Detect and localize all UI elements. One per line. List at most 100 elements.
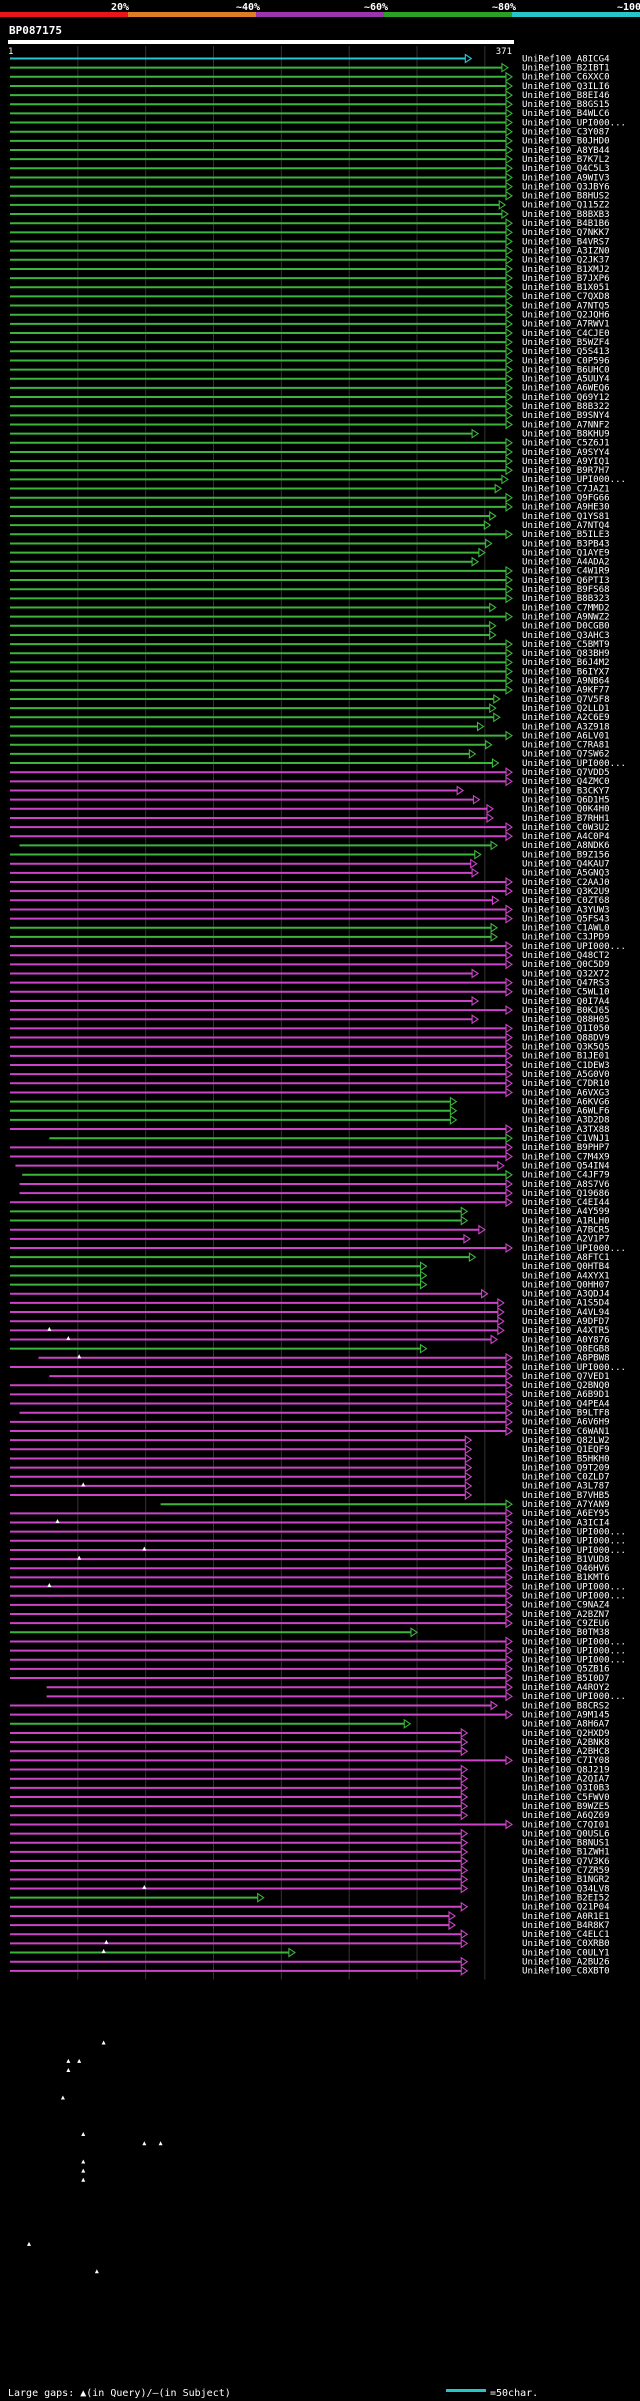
hit-row[interactable]: UniRef100_A4ADA2	[10, 556, 610, 568]
hit-label[interactable]: UniRef100_B7RHH1	[522, 814, 610, 824]
hit-row[interactable]: UniRef100_A6B9D1	[10, 1389, 610, 1400]
hit-label[interactable]: UniRef100_C5BMT9	[522, 640, 610, 650]
hit-row[interactable]: UniRef100_B1ZWH1	[10, 1846, 610, 1858]
hit-row[interactable]: UniRef100_C4ELC1	[10, 1929, 610, 1940]
hit-label[interactable]: UniRef100_B8B323	[522, 594, 610, 604]
hit-label[interactable]: UniRef100_B9SNY4	[522, 411, 610, 421]
hit-label[interactable]: UniRef100_A9M145	[522, 1710, 610, 1720]
hit-row[interactable]: UniRef100_B8NUS1	[10, 1837, 610, 1849]
hit-label[interactable]: UniRef100_A8FTC1	[522, 1253, 610, 1263]
hit-row[interactable]: UniRef100_A3TX88	[10, 1124, 610, 1135]
hit-row[interactable]: UniRef100_C7DR10	[10, 1078, 610, 1089]
hit-label[interactable]: UniRef100_B6J4M2	[522, 658, 610, 668]
hit-row[interactable]: UniRef100_B0TM38	[10, 1627, 610, 1638]
hit-label[interactable]: UniRef100_B1VUD8	[522, 1555, 610, 1565]
hit-label[interactable]: UniRef100_A8NDK6	[522, 841, 610, 851]
hit-row[interactable]: UniRef100_A8YB44	[10, 144, 610, 156]
hit-label[interactable]: UniRef100_A6KVG6	[522, 1097, 610, 1107]
hit-label[interactable]: UniRef100_A6QZ69	[522, 1811, 610, 1821]
hit-label[interactable]: UniRef100_Q1I050	[522, 1024, 610, 1034]
hit-row[interactable]: UniRef100_Q2LLD1	[10, 703, 610, 714]
hit-row[interactable]: UniRef100_A3L787	[10, 1480, 610, 1492]
hit-row[interactable]: UniRef100_B9R7H7	[10, 465, 610, 476]
hit-row[interactable]: UniRef100_Q5ZB16	[10, 1663, 610, 1675]
hit-row[interactable]: UniRef100_C7ZR59	[10, 1865, 610, 1876]
hit-label[interactable]: UniRef100_C5Z6J1	[522, 439, 610, 449]
hit-label[interactable]: UniRef100_A6VXG3	[522, 1088, 610, 1098]
hit-row[interactable]: UniRef100_B9Z156	[10, 849, 610, 860]
hit-row[interactable]: UniRef100_Q5FS43	[10, 913, 610, 924]
hit-row[interactable]: UniRef100_A6V6H9	[10, 1416, 610, 1428]
hit-label[interactable]: UniRef100_A6LV01	[522, 731, 610, 741]
hit-row[interactable]: UniRef100_A6VXG3	[10, 1087, 610, 1098]
hit-row[interactable]: UniRef100_C1DEW3	[10, 1059, 610, 1071]
hit-label[interactable]: UniRef100_C0P596	[522, 356, 610, 366]
hit-row[interactable]: UniRef100_B1XMJ2	[10, 263, 610, 275]
hit-row[interactable]: UniRef100_UPI000...	[10, 1581, 626, 1592]
hit-row[interactable]: UniRef100_C0W3U2	[10, 822, 610, 833]
hit-label[interactable]: UniRef100_Q21P04	[522, 1903, 610, 1913]
hit-row[interactable]: UniRef100_B7K7L2	[10, 154, 610, 165]
hit-row[interactable]: UniRef100_A1RLH0	[10, 1215, 610, 1226]
hit-row[interactable]: UniRef100_A8ICG4	[10, 53, 610, 64]
hit-row[interactable]: UniRef100_A4ROY2	[46, 1682, 610, 1693]
hit-row[interactable]: UniRef100_C7QI01	[10, 1819, 610, 1830]
hit-label[interactable]: UniRef100_Q7NKK7	[522, 228, 610, 238]
hit-label[interactable]: UniRef100_B9R7H7	[522, 466, 610, 476]
hit-label[interactable]: UniRef100_C3JPD9	[522, 933, 610, 943]
hit-label[interactable]: UniRef100_A4Y599	[522, 1207, 610, 1217]
hit-row[interactable]: UniRef100_A6LV01	[10, 730, 610, 741]
hit-label[interactable]: UniRef100_Q3K2U9	[522, 887, 610, 897]
hit-label[interactable]: UniRef100_B8GS15	[522, 100, 610, 110]
hit-label[interactable]: UniRef100_A8YB44	[522, 146, 610, 156]
hit-row[interactable]: UniRef100_A2BHC8	[10, 1746, 610, 1757]
hit-label[interactable]: UniRef100_B2EI52	[522, 1893, 610, 1903]
hit-label[interactable]: UniRef100_A3YUW3	[522, 905, 610, 915]
hit-label[interactable]: UniRef100_B4WLC6	[522, 109, 610, 119]
hit-label[interactable]: UniRef100_B3PB43	[522, 539, 610, 549]
hit-row[interactable]: UniRef100_C6XXC0	[10, 71, 610, 83]
hit-row[interactable]: UniRef100_Q7NKK7	[10, 227, 610, 238]
hit-row[interactable]: UniRef100_C9ZEU6	[10, 1618, 610, 1629]
hit-label[interactable]: UniRef100_D0CGB0	[522, 622, 610, 632]
hit-row[interactable]: UniRef100_A7BCR5	[10, 1224, 610, 1236]
hit-row[interactable]: UniRef100_A5G0V0	[10, 1069, 610, 1080]
hit-row[interactable]: UniRef100_B7RHH1	[10, 812, 610, 824]
hit-label[interactable]: UniRef100_UPI000...	[522, 1637, 626, 1647]
hit-row[interactable]: UniRef100_Q1EQF9	[10, 1444, 610, 1455]
hit-row[interactable]: UniRef100_A6WEQ6	[10, 382, 610, 394]
hit-label[interactable]: UniRef100_A7NTQ5	[522, 301, 610, 311]
hit-label[interactable]: UniRef100_UPI000...	[522, 942, 626, 952]
hit-label[interactable]: UniRef100_B9WZE5	[522, 1802, 610, 1812]
hit-label[interactable]: UniRef100_UPI000...	[522, 1527, 626, 1537]
hit-label[interactable]: UniRef100_A2QIA7	[522, 1775, 610, 1785]
hit-row[interactable]: UniRef100_D0CGB0	[10, 620, 610, 632]
hit-label[interactable]: UniRef100_C7DR10	[522, 1079, 610, 1089]
hit-label[interactable]: UniRef100_UPI000...	[522, 475, 626, 485]
hit-label[interactable]: UniRef100_A2V1P7	[522, 1235, 610, 1245]
hit-row[interactable]: UniRef100_A4Y599	[10, 1206, 610, 1217]
hit-row[interactable]: UniRef100_A2C6E9	[10, 712, 610, 723]
hit-label[interactable]: UniRef100_A9WIV3	[522, 173, 610, 183]
hit-label[interactable]: UniRef100_B7K7L2	[522, 155, 610, 165]
hit-label[interactable]: UniRef100_Q3AHC3	[522, 631, 610, 641]
hit-row[interactable]: UniRef100_Q7V5F8	[10, 693, 610, 705]
hit-label[interactable]: UniRef100_Q69Y12	[522, 393, 610, 403]
hit-label[interactable]: UniRef100_Q0HTB4	[522, 1262, 610, 1272]
hit-row[interactable]: UniRef100_B4WLC6	[10, 108, 610, 119]
hit-label[interactable]: UniRef100_A4ADA2	[522, 558, 610, 568]
hit-label[interactable]: UniRef100_Q6D1H5	[522, 795, 610, 805]
hit-row[interactable]: UniRef100_C5BMT9	[10, 639, 610, 650]
hit-row[interactable]: UniRef100_C0ULY1	[10, 1947, 610, 1958]
hit-row[interactable]: UniRef100_Q3K5Q5	[10, 1041, 610, 1053]
hit-row[interactable]: UniRef100_B8KHU9	[10, 428, 610, 439]
hit-row[interactable]: UniRef100_Q2JQH6	[10, 309, 610, 321]
hit-row[interactable]: UniRef100_A7NTQ4	[10, 520, 610, 531]
hit-label[interactable]: UniRef100_Q0C5D9	[522, 960, 610, 970]
hit-label[interactable]: UniRef100_Q2JK37	[522, 256, 610, 266]
hit-label[interactable]: UniRef100_B9PHP7	[522, 1143, 610, 1153]
hit-label[interactable]: UniRef100_C7RA81	[522, 741, 610, 751]
hit-row[interactable]: UniRef100_Q7VED1	[49, 1371, 610, 1382]
hit-label[interactable]: UniRef100_B6UHC0	[522, 365, 610, 375]
hit-row[interactable]: UniRef100_Q82LW2	[10, 1435, 610, 1446]
